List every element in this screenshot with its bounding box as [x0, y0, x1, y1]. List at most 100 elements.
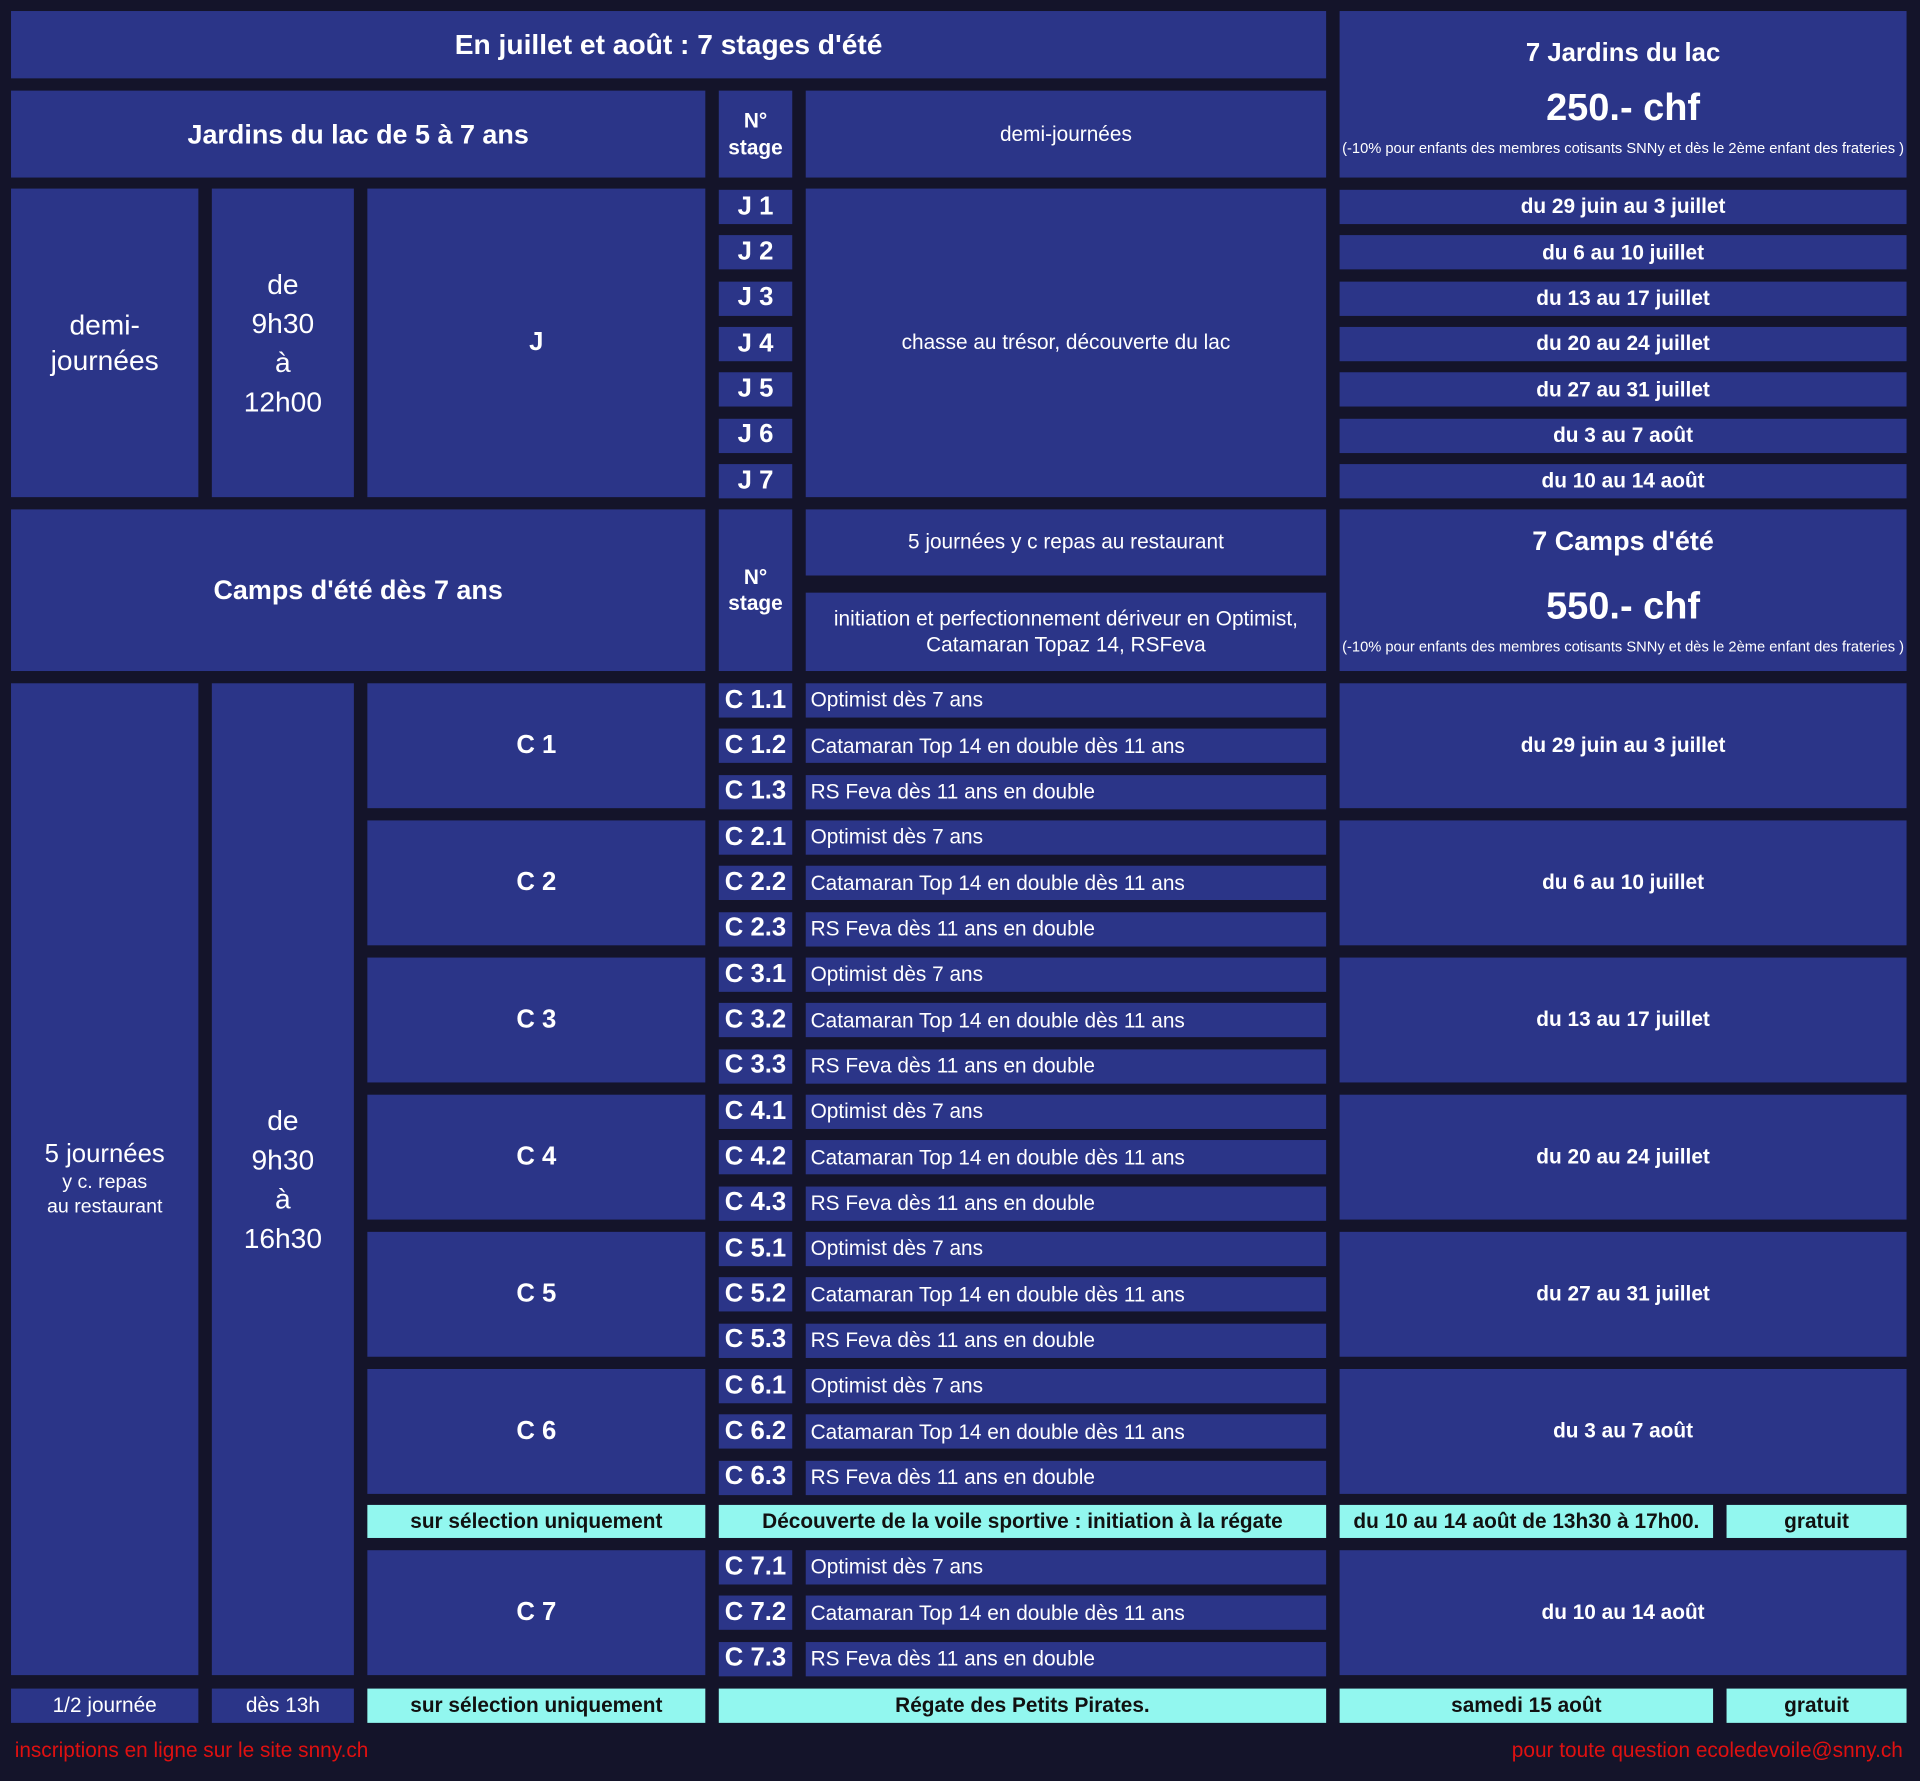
camp-stage-label: Optimist dès 7 ans: [805, 1094, 1327, 1129]
camp-stage-number: C 6.1: [718, 1368, 793, 1404]
camps-meals: 5 journées y c repas au restaurant: [805, 509, 1327, 576]
camps-description: initiation et perfectionnement dériveur …: [805, 592, 1327, 672]
camps-price: 550.- chf: [1546, 583, 1701, 627]
camps-duration: 5 journées y c. repas au restaurant: [11, 683, 199, 1676]
jardins-activity: chasse au trésor, découverte du lac: [805, 188, 1327, 498]
camp-stage-label: RS Feva dès 11 ans en double: [805, 911, 1327, 947]
camp-group-dates: du 10 au 14 août: [1339, 1550, 1907, 1676]
camp-stage-label: Optimist dès 7 ans: [805, 820, 1327, 855]
camp-stage-number: C 7.3: [718, 1641, 793, 1676]
camp-stage-number: C 1.3: [718, 774, 793, 809]
camp-stage-label: Catamaran Top 14 en double dès 11 ans: [805, 1140, 1327, 1175]
camps-hours: de 9h30 à 16h30: [211, 683, 354, 1676]
jardins-stage-dates: du 29 juin au 3 juillet: [1339, 189, 1907, 225]
camp-stage-number: C 3.2: [718, 1003, 793, 1038]
jardins-stage-number: J 6: [718, 418, 793, 453]
camp-group: C 2: [367, 820, 706, 946]
camp-stage-label: Catamaran Top 14 en double dès 11 ans: [805, 1595, 1327, 1631]
camp-stage-label: Catamaran Top 14 en double dès 11 ans: [805, 866, 1327, 901]
special-activity: Découverte de la voile sportive : initia…: [718, 1504, 1327, 1538]
jardins-type: demi-journées: [805, 90, 1327, 178]
camp-group: C 5: [367, 1231, 706, 1357]
camp-stage-number: C 2.3: [718, 911, 793, 947]
camp-stage-number: C 4.1: [718, 1094, 793, 1129]
camp-group: C 1: [367, 683, 706, 809]
camp-stage-number: C 2.1: [718, 820, 793, 855]
camp-stage-number: C 4.3: [718, 1186, 793, 1221]
page-title: En juillet et août : 7 stages d'été: [11, 11, 1327, 79]
regatta-duration: 1/2 journée: [11, 1688, 199, 1723]
camp-stage-number: C 2.2: [718, 866, 793, 901]
jardins-stage-number: J 7: [718, 463, 793, 499]
camp-stage-label: Optimist dès 7 ans: [805, 1368, 1327, 1404]
jardins-stage-number: J 4: [718, 326, 793, 362]
jardins-hours: de 9h30 à 12h00: [211, 188, 354, 498]
camp-stage-label: RS Feva dès 11 ans en double: [805, 1323, 1327, 1358]
jardins-stage-number: J 1: [718, 189, 793, 225]
camp-stage-label: RS Feva dès 11 ans en double: [805, 1048, 1327, 1084]
camp-stage-label: Catamaran Top 14 en double dès 11 ans: [805, 1277, 1327, 1312]
camp-stage-number: C 7.2: [718, 1595, 793, 1631]
camp-stage-number: C 4.2: [718, 1140, 793, 1175]
regatta-dates: samedi 15 août: [1339, 1688, 1714, 1723]
camp-stage-number: C 5.1: [718, 1231, 793, 1267]
registration-link[interactable]: inscriptions en ligne sur le site snny.c…: [14, 1738, 369, 1763]
regatta-hours: dès 13h: [211, 1688, 354, 1723]
contact-email[interactable]: pour toute question ecoledevoile@snny.ch: [1511, 1738, 1903, 1763]
jardins-header: Jardins du lac de 5 à 7 ans: [11, 90, 706, 178]
special-price: gratuit: [1726, 1504, 1907, 1538]
camp-stage-label: RS Feva dès 11 ans en double: [805, 1460, 1327, 1495]
regatta-activity: Régate des Petits Pirates.: [718, 1688, 1327, 1723]
camp-stage-label: Optimist dès 7 ans: [805, 1550, 1327, 1585]
camp-group-dates: du 29 juin au 3 juillet: [1339, 683, 1907, 809]
camp-group-dates: du 27 au 31 juillet: [1339, 1231, 1907, 1357]
camp-group: C 3: [367, 957, 706, 1083]
jardins-price: 250.- chf: [1546, 86, 1701, 129]
jardins-price-box: 7 Jardins du lac 250.- chf (-10% pour en…: [1339, 11, 1907, 178]
jardins-price-title: 7 Jardins du lac: [1525, 39, 1721, 68]
camps-price-title: 7 Camps d'été: [1532, 525, 1714, 557]
jardins-stage-dates: du 20 au 24 juillet: [1339, 326, 1907, 362]
camp-stage-label: Optimist dès 7 ans: [805, 957, 1327, 992]
camp-stage-number: C 3.1: [718, 957, 793, 992]
camp-stage-label: Catamaran Top 14 en double dès 11 ans: [805, 728, 1327, 764]
jardins-stage-dates: du 6 au 10 juillet: [1339, 235, 1907, 270]
jardins-stage-dates: du 13 au 17 juillet: [1339, 281, 1907, 316]
camp-stage-label: Optimist dès 7 ans: [805, 1231, 1327, 1267]
camp-stage-number: C 1.2: [718, 728, 793, 764]
regatta-price: gratuit: [1726, 1688, 1907, 1723]
regatta-selection: sur sélection uniquement: [367, 1688, 706, 1723]
jardins-stage-dates: du 27 au 31 juillet: [1339, 372, 1907, 407]
camp-stage-label: Optimist dès 7 ans: [805, 683, 1327, 718]
camp-group-dates: du 6 au 10 juillet: [1339, 820, 1907, 946]
camp-stage-number: C 1.1: [718, 683, 793, 718]
camp-group-dates: du 3 au 7 août: [1339, 1368, 1907, 1494]
camps-duration-main: 5 journées: [44, 1139, 165, 1169]
jardins-stage-dates: du 3 au 7 août: [1339, 418, 1907, 453]
special-dates: du 10 au 14 août de 13h30 à 17h00.: [1339, 1504, 1714, 1538]
camp-stage-number: C 5.2: [718, 1277, 793, 1312]
camps-stage-header: N° stage: [718, 509, 793, 672]
camps-header: Camps d'été dès 7 ans: [11, 509, 706, 672]
camp-stage-label: Catamaran Top 14 en double dès 11 ans: [805, 1414, 1327, 1449]
jardins-stage-header: N° stage: [718, 90, 793, 178]
jardins-stage-number: J 2: [718, 235, 793, 270]
camp-stage-number: C 3.3: [718, 1048, 793, 1084]
special-selection: sur sélection uniquement: [367, 1504, 706, 1538]
camp-group: C 4: [367, 1094, 706, 1220]
jardins-stage-number: J 5: [718, 372, 793, 407]
camp-stage-number: C 5.3: [718, 1323, 793, 1358]
jardins-discount: (-10% pour enfants des membres cotisants…: [1342, 139, 1905, 157]
camp-group: C 7: [367, 1550, 706, 1676]
jardins-duration: demi- journées: [11, 188, 199, 498]
camp-stage-label: Catamaran Top 14 en double dès 11 ans: [805, 1003, 1327, 1038]
camps-discount: (-10% pour enfants des membres cotisants…: [1342, 637, 1905, 655]
camp-stage-number: C 7.1: [718, 1550, 793, 1585]
jardins-stage-number: J 3: [718, 281, 793, 316]
camp-group: C 6: [367, 1368, 706, 1494]
camp-stage-label: RS Feva dès 11 ans en double: [805, 1186, 1327, 1221]
camp-stage-number: C 6.3: [718, 1460, 793, 1495]
camps-price-box: 7 Camps d'été 550.- chf (-10% pour enfan…: [1339, 509, 1907, 672]
camp-stage-label: RS Feva dès 11 ans en double: [805, 774, 1327, 809]
